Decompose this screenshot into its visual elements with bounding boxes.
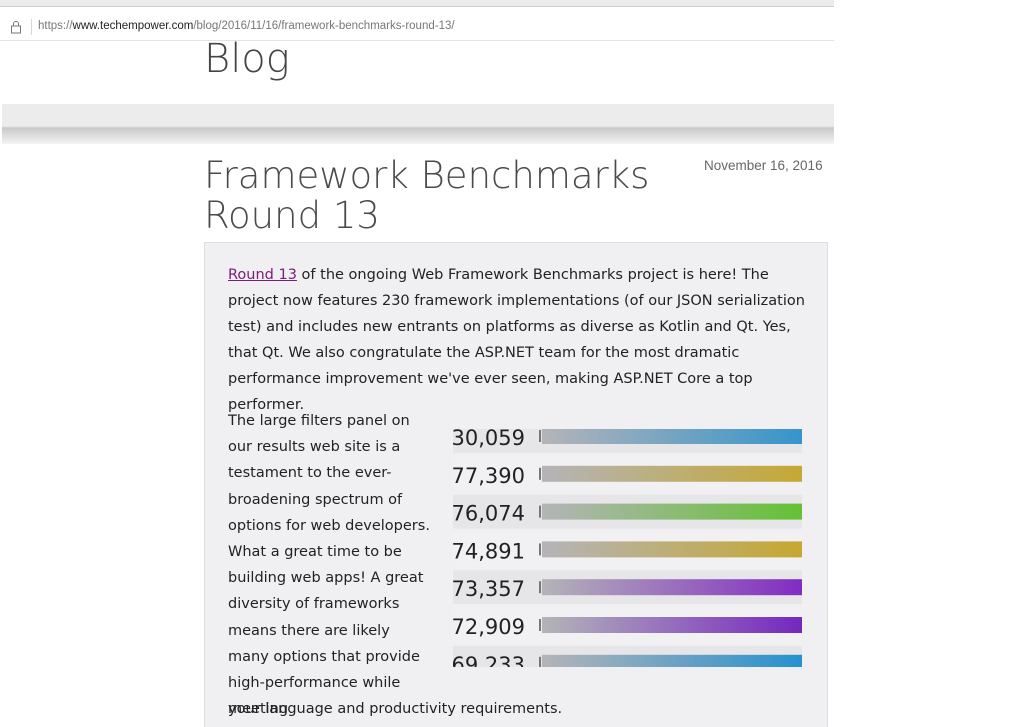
chart-bar [542, 465, 802, 482]
chart-tick [539, 543, 541, 556]
header-divider-band [2, 104, 834, 144]
page-right-gutter [834, 0, 1026, 726]
chart-bar [542, 429, 802, 444]
side-paragraph-tail: your language and productivity requireme… [228, 701, 563, 717]
chart-tick [539, 619, 541, 631]
post-title-line2: Round 13 [204, 194, 380, 237]
chart-bar [542, 579, 802, 596]
post-title-line1: Framework Benchmarks [204, 154, 650, 197]
chart-bar [542, 541, 802, 558]
chart-category-label: 69,233 [453, 653, 525, 667]
lock-icon [10, 19, 22, 38]
chart-category-label: 76,074 [453, 502, 525, 526]
chart-category-label: 73,357 [453, 577, 525, 601]
chart-category-label: 77,390 [453, 464, 525, 488]
blog-heading[interactable]: Blog [204, 36, 290, 82]
post-date: November 16, 2016 [704, 158, 823, 173]
intro-paragraph: Round 13 of the ongoing Web Framework Be… [228, 262, 808, 418]
url-text[interactable]: https://www.techempower.com/blog/2016/11… [38, 20, 455, 32]
url-prefix: https:// [38, 20, 73, 32]
intro-text: of the ongoing Web Framework Benchmarks … [228, 267, 805, 413]
address-separator [31, 19, 32, 35]
chart-bar [542, 654, 802, 667]
url-path: /blog/2016/11/16/framework-benchmarks-ro… [193, 20, 455, 32]
chart-tick [539, 467, 541, 480]
browser-tab-strip [0, 0, 834, 7]
chart-bar [542, 503, 802, 520]
round-13-link[interactable]: Round 13 [228, 267, 297, 283]
chart-tick [539, 581, 541, 594]
url-host: www.techempower.com [72, 20, 194, 32]
benchmark-chart: 30,0594477,39043.76,07442.774,89142.073,… [453, 429, 802, 667]
chart-tick [539, 656, 541, 667]
post-title[interactable]: Framework Benchmarks Round 13 [204, 156, 664, 236]
address-bar[interactable]: https://www.techempower.com/blog/2016/11… [0, 14, 834, 41]
side-paragraph: The large filters panel on our results w… [228, 413, 430, 718]
chart-tick [539, 505, 541, 518]
chart-category-label: 30,059 [453, 429, 525, 450]
chart-tick [539, 430, 541, 442]
chart-category-label: 72,909 [453, 615, 525, 639]
benchmark-chart-image: 30,0594477,39043.76,07442.774,89142.073,… [453, 429, 802, 667]
chart-category-label: 74,891 [453, 539, 525, 563]
chart-bar [542, 617, 802, 633]
